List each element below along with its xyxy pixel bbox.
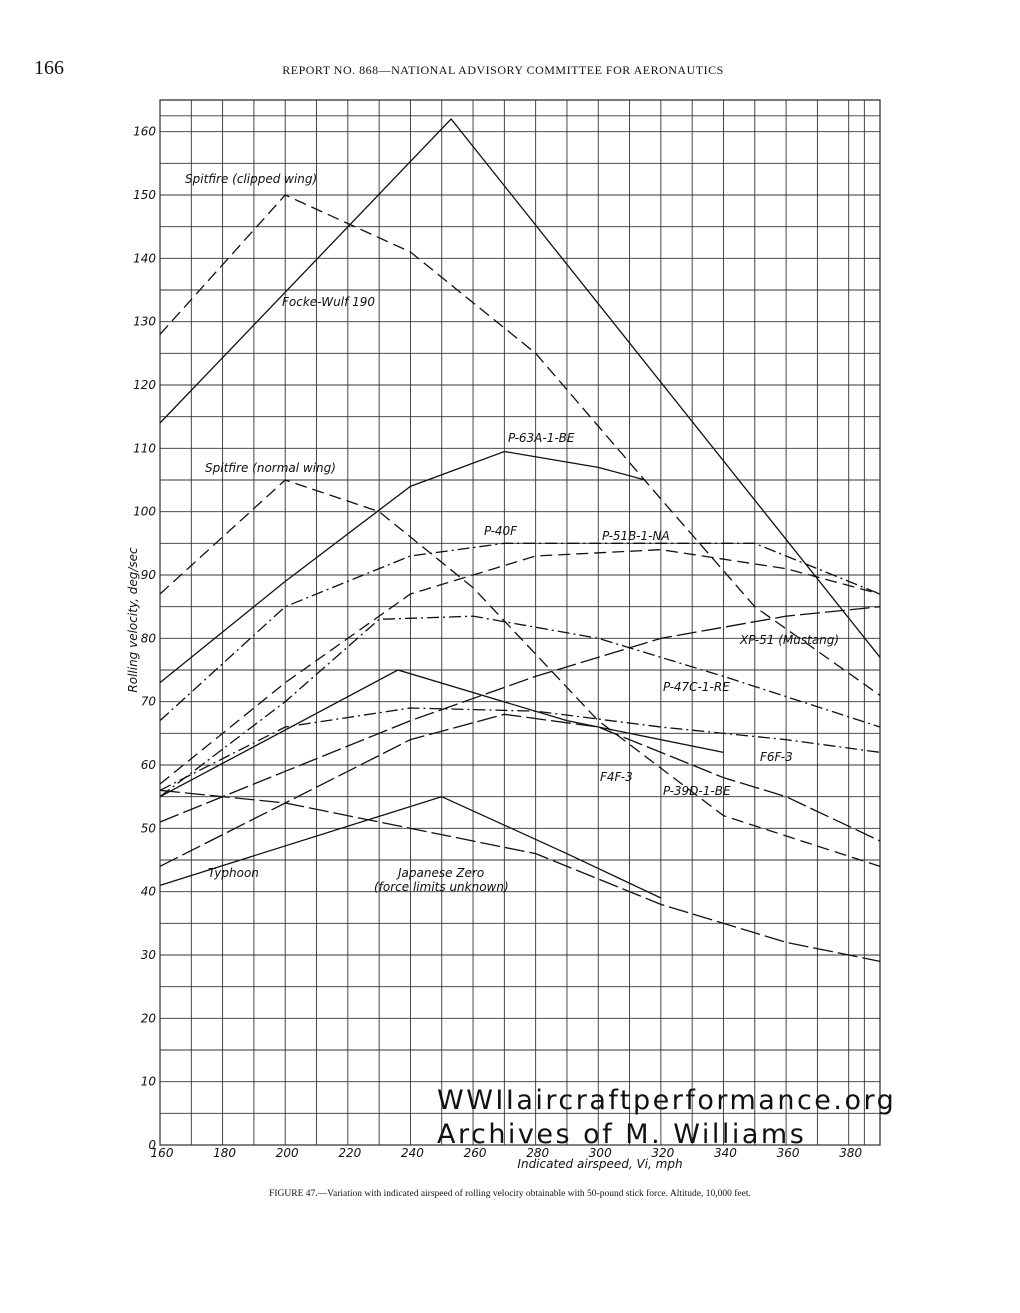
series-label: Spitfire (clipped wing) — [185, 172, 317, 186]
y-tick-label: 10 — [141, 1075, 157, 1089]
series-label: P-63A-1-BE — [508, 431, 575, 445]
y-tick-label: 100 — [133, 505, 156, 519]
x-tick-label: 340 — [714, 1146, 737, 1160]
y-tick-label: 110 — [133, 441, 156, 455]
series-line — [159, 118, 881, 658]
y-tick-label: 30 — [141, 948, 157, 962]
series-line — [159, 479, 881, 867]
y-tick-label: 0 — [148, 1138, 156, 1152]
series-line — [159, 669, 724, 798]
y-axis-label: Rolling velocity, deg/sec — [126, 547, 140, 693]
x-tick-label: 160 — [151, 1146, 174, 1160]
series-label: P-39D-1-BE — [663, 784, 731, 798]
y-tick-label: 70 — [141, 695, 157, 709]
figure-caption: FIGURE 47.—Variation with indicated airs… — [269, 1188, 751, 1199]
series-label: XP-51 (Mustang) — [739, 633, 839, 647]
x-tick-label: 320 — [651, 1146, 674, 1160]
series-label: P-51B-1-NA — [602, 529, 670, 543]
x-tick-label: 240 — [401, 1146, 424, 1160]
y-tick-label: 160 — [133, 125, 156, 139]
y-tick-label: 50 — [141, 821, 157, 835]
series-line — [159, 194, 881, 696]
page-header: REPORT NO. 868—NATIONAL ADVISORY COMMITT… — [282, 63, 724, 77]
x-tick-label: 220 — [338, 1146, 361, 1160]
y-tick-label: 20 — [141, 1011, 157, 1025]
x-axis-label: Indicated airspeed, Vi, mph — [517, 1157, 682, 1171]
series-label: F4F-3 — [600, 770, 633, 784]
series-line — [159, 789, 881, 962]
y-tick-label: 90 — [141, 568, 157, 582]
x-tick-label: 380 — [839, 1146, 862, 1160]
series-label: P-40F — [484, 524, 518, 538]
series-line — [159, 606, 881, 823]
x-tick-label: 300 — [589, 1146, 612, 1160]
series-line — [159, 542, 881, 722]
series-line — [159, 795, 662, 899]
series-line — [159, 713, 881, 867]
watermark: Archives of M. Williams — [437, 1119, 806, 1150]
x-tick-label: 200 — [276, 1146, 299, 1160]
series-label: F6F-3 — [760, 750, 793, 764]
series-label: Spitfire (normal wing) — [205, 461, 336, 475]
page-number: 166 — [34, 57, 64, 79]
y-tick-label: 150 — [133, 188, 156, 202]
series-line — [159, 707, 881, 791]
y-tick-label: 60 — [141, 758, 157, 772]
plot-frame — [159, 99, 881, 1146]
x-tick-label: 180 — [213, 1146, 236, 1160]
series-label: Focke-Wulf 190 — [282, 295, 375, 309]
y-tick-label: 140 — [133, 251, 156, 265]
series-label: Japanese Zero — [396, 866, 484, 880]
series-label: P-47C-1-RE — [663, 680, 730, 694]
annotation: (force limits unknown) — [374, 880, 509, 894]
x-tick-label: 280 — [526, 1146, 549, 1160]
watermark: WWIIaircraftperformance.org — [437, 1085, 896, 1116]
y-tick-label: 120 — [133, 378, 156, 392]
series-line — [159, 549, 881, 785]
series-label: Typhoon — [208, 866, 259, 880]
series-line — [159, 450, 646, 684]
x-tick-label: 360 — [777, 1146, 800, 1160]
y-tick-label: 130 — [133, 315, 156, 329]
y-tick-label: 40 — [141, 885, 157, 899]
series-line — [159, 615, 881, 798]
y-tick-label: 80 — [141, 631, 157, 645]
x-tick-label: 260 — [464, 1146, 487, 1160]
